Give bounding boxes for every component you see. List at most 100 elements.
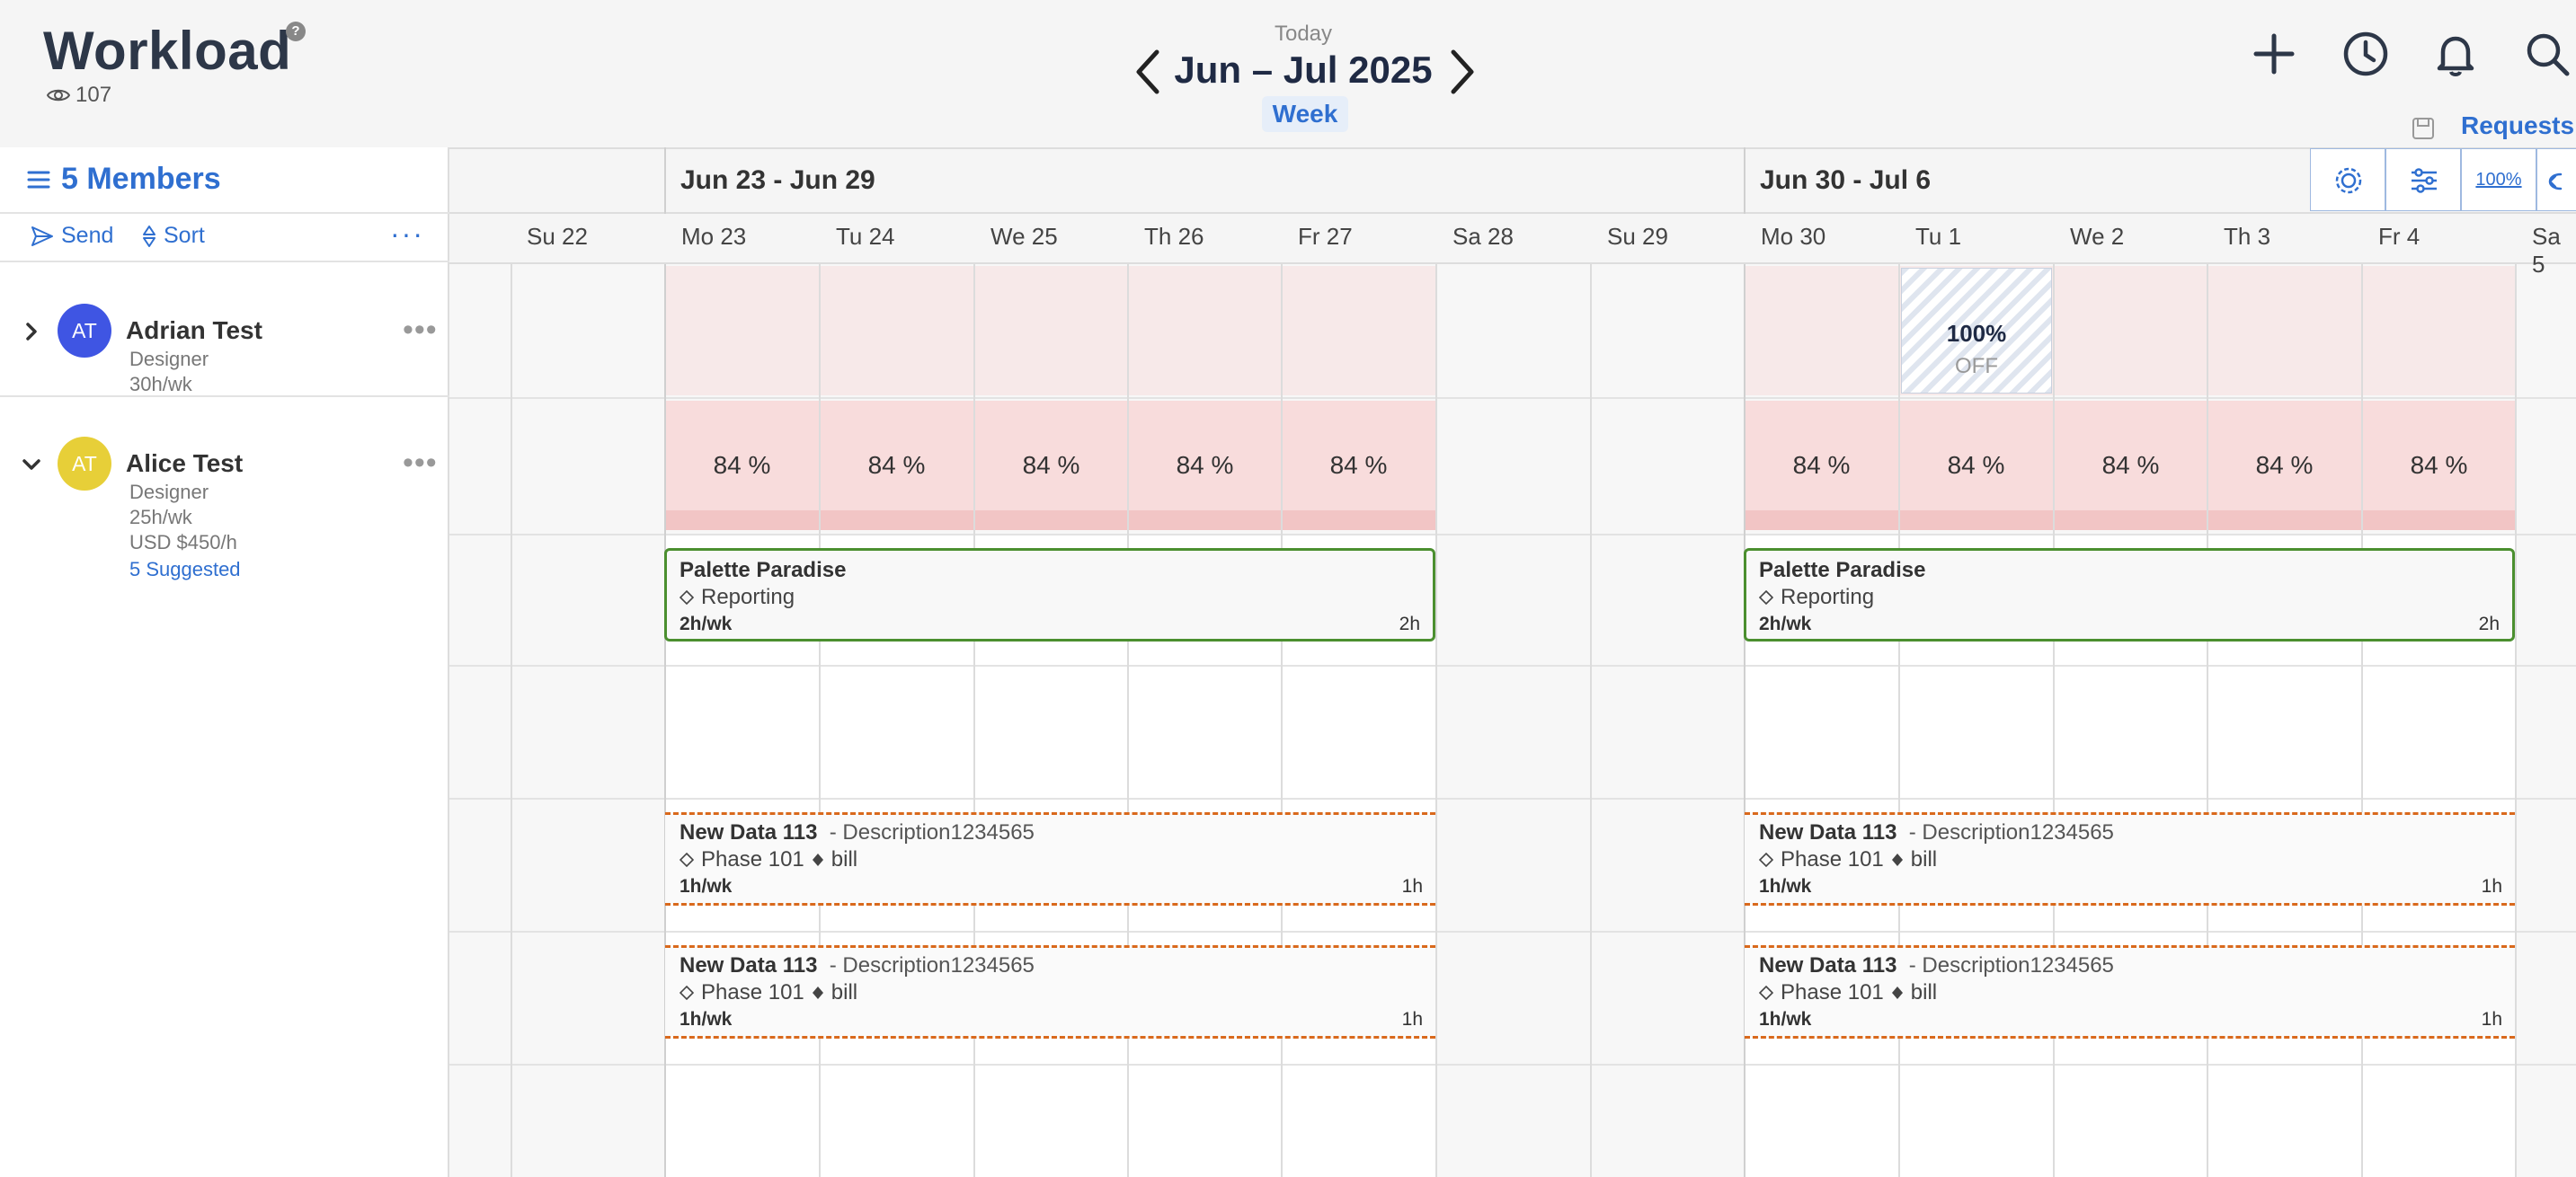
capacity-percent: 84 %	[1792, 451, 1851, 479]
clock-icon[interactable]	[2341, 29, 2391, 79]
task-phase: Reporting	[1759, 585, 1874, 610]
task-phase-label: Reporting	[1781, 585, 1875, 609]
task-tag: bill	[831, 980, 858, 1004]
suggested-link[interactable]: 5 Suggested	[129, 558, 241, 580]
day-label: Su 29	[1607, 223, 1668, 250]
task-bar[interactable]: New Data 113 - Description1234565 Phase 1…	[665, 945, 1435, 1039]
bell-icon[interactable]	[2430, 29, 2481, 79]
task-title: New Data 113 - Description1234565	[680, 953, 1035, 978]
day-label: Tu 24	[836, 223, 895, 250]
filters-button[interactable]	[2385, 148, 2461, 211]
member-more-button[interactable]: •••	[403, 446, 438, 480]
day-divider	[2515, 214, 2517, 1177]
capacity-cell	[1745, 401, 2515, 510]
members-count: 5 Members	[61, 162, 221, 196]
task-tag: bill	[831, 847, 858, 872]
day-label: Sa 28	[1452, 223, 1514, 250]
task-phase-label: Phase 101	[1781, 847, 1884, 872]
task-total: 2h	[2478, 614, 2500, 634]
member-role: Designer	[129, 481, 209, 503]
diamond-outline-icon	[1759, 986, 1773, 1000]
task-total: 1h	[2481, 876, 2502, 897]
task-phase: Reporting	[680, 585, 795, 610]
day-label: Tu 1	[1915, 223, 1962, 250]
day-divider	[1898, 214, 1900, 1177]
task-bar[interactable]: New Data 113 - Description1234565 Phase 1…	[1745, 812, 2515, 906]
task-total: 1h	[2481, 1009, 2502, 1030]
time-off-label: OFF	[1955, 354, 1998, 378]
members-header[interactable]: 5 Members	[27, 162, 221, 197]
week-divider	[1744, 147, 1745, 1177]
today-button[interactable]: Today	[1274, 22, 1333, 46]
view-count-value: 107	[76, 83, 112, 107]
capacity-percent: 84 %	[1947, 451, 2005, 479]
send-icon	[31, 226, 53, 246]
week-toggle[interactable]: Week	[1262, 96, 1348, 132]
requests-link[interactable]: Requests	[2461, 111, 2575, 139]
chevron-down-icon[interactable]	[20, 453, 43, 476]
gear-icon	[2335, 167, 2362, 194]
member-role: Designer	[129, 348, 209, 370]
capacity-cell	[1745, 266, 2515, 395]
day-label: Sa 5	[2532, 223, 2561, 278]
chevron-right-icon[interactable]	[20, 320, 43, 343]
day-divider	[1590, 214, 1592, 1177]
day-label: Mo 23	[681, 223, 747, 250]
zoom-button[interactable]: 100%	[2461, 148, 2536, 211]
day-header-row	[449, 214, 2576, 264]
capacity-percent: 84 %	[867, 451, 926, 479]
task-description: - Description1234565	[1903, 820, 2114, 845]
task-bar[interactable]: Palette Paradise Reporting 2h/wk 2h	[664, 548, 1435, 642]
week-divider	[664, 147, 666, 1177]
day-divider	[1435, 214, 1437, 1177]
task-total: 1h	[1401, 1009, 1423, 1030]
day-divider	[819, 214, 821, 1177]
member-more-button[interactable]: •••	[403, 313, 438, 347]
diamond-outline-icon	[1759, 590, 1773, 605]
members-more-button[interactable]: ···	[390, 217, 424, 250]
day-label: Th 3	[2224, 223, 2271, 250]
day-label: We 25	[990, 223, 1058, 250]
task-tag: bill	[1910, 847, 1938, 872]
next-arrow-icon[interactable]	[1443, 45, 1482, 99]
undo-icon	[2548, 173, 2563, 190]
help-icon[interactable]: ?	[286, 22, 306, 41]
send-button[interactable]: Send	[31, 223, 113, 249]
list-icon	[27, 171, 50, 188]
undo-button[interactable]	[2536, 148, 2576, 211]
member-row-adrian[interactable]	[0, 264, 449, 397]
task-bar[interactable]: Palette Paradise Reporting 2h/wk 2h	[1744, 548, 2515, 642]
task-description: - Description1234565	[823, 953, 1035, 978]
row-divider	[449, 665, 2576, 667]
day-label: Mo 30	[1761, 223, 1826, 250]
task-total: 2h	[1399, 614, 1420, 634]
task-phase-label: Phase 101	[701, 847, 804, 872]
task-bar[interactable]: New Data 113 - Description1234565 Phase 1…	[1745, 945, 2515, 1039]
prev-arrow-icon[interactable]	[1128, 45, 1168, 99]
member-name: Alice Test	[126, 449, 244, 477]
time-off-percent: 100%	[1946, 320, 2007, 347]
diamond-outline-icon	[680, 986, 694, 1000]
capacity-bar	[1745, 510, 2515, 530]
task-bar[interactable]: New Data 113 - Description1234565 Phase 1…	[665, 812, 1435, 906]
task-title: New Data 113 - Description1234565	[1759, 953, 2114, 978]
task-phase: Phase 101 bill	[680, 980, 857, 1005]
settings-button[interactable]	[2310, 148, 2385, 211]
members-toolbar	[0, 212, 449, 262]
task-phase: Phase 101 bill	[1759, 980, 1937, 1005]
send-label: Send	[61, 223, 114, 248]
add-icon[interactable]	[2249, 29, 2299, 79]
task-title-text: New Data 113	[1759, 953, 1897, 978]
member-capacity: 25h/wk	[129, 506, 192, 528]
task-description: - Description1234565	[1903, 953, 2114, 978]
task-total: 1h	[1401, 876, 1423, 897]
diamond-filled-icon	[1891, 987, 1903, 999]
task-hours: 2h/wk	[680, 614, 733, 634]
sort-button[interactable]: Sort	[142, 223, 205, 249]
date-range-title: Jun – Jul 2025	[1174, 49, 1433, 91]
capacity-bar	[665, 510, 1435, 530]
task-description: - Description1234565	[823, 820, 1035, 845]
time-off-cell[interactable]	[1901, 268, 2052, 394]
week-divider	[664, 147, 666, 214]
search-icon[interactable]	[2522, 29, 2572, 79]
